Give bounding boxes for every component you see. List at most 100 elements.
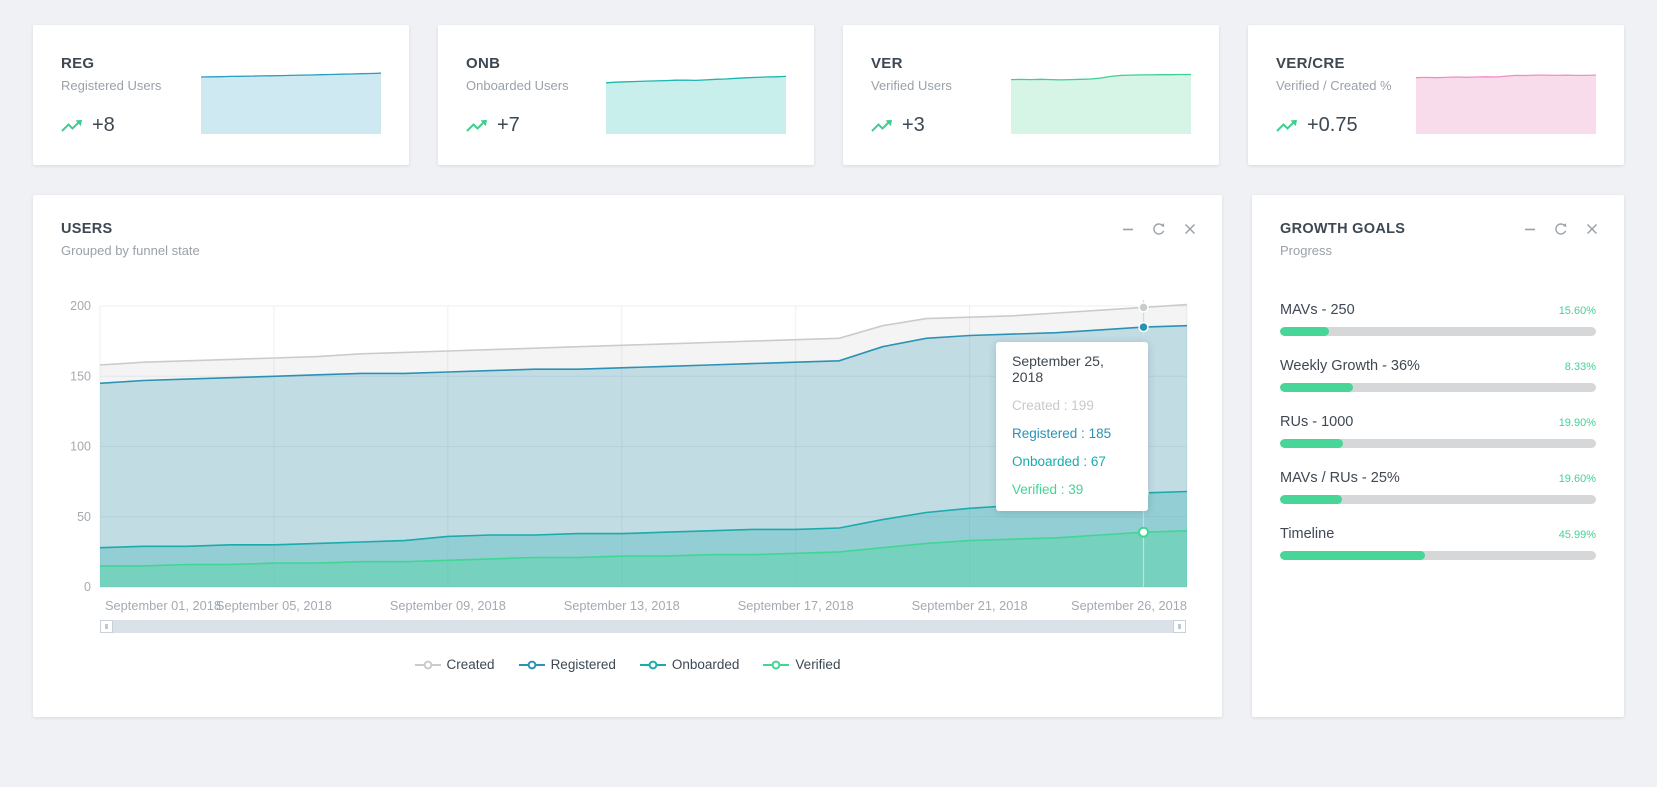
stat-card-text: VER Verified Users +3 bbox=[871, 55, 952, 165]
svg-text:0: 0 bbox=[84, 580, 91, 594]
svg-text:September 01, 2018: September 01, 2018 bbox=[105, 598, 221, 613]
goal-label: RUs - 1000 bbox=[1280, 414, 1354, 430]
stat-card-registered: REG Registered Users +8 bbox=[33, 25, 409, 165]
growth-goals-title: GROWTH GOALS bbox=[1280, 221, 1406, 237]
growth-goals-panel: GROWTH GOALS Progress MAVs - 250 15.60% W… bbox=[1252, 195, 1624, 717]
svg-text:200: 200 bbox=[70, 299, 91, 313]
svg-text:September 09, 2018: September 09, 2018 bbox=[390, 598, 506, 613]
scrollbar-left-handle[interactable] bbox=[100, 620, 113, 633]
goal-percent: 15.60% bbox=[1558, 305, 1596, 317]
stat-card-verified-created: VER/CRE Verified / Created % +0.75 bbox=[1248, 25, 1624, 165]
stat-cards-row: REG Registered Users +8 ONB Onboarded Us… bbox=[0, 0, 1657, 165]
stat-card-delta-value: +0.75 bbox=[1307, 114, 1358, 136]
stat-card-text: ONB Onboarded Users +7 bbox=[466, 55, 569, 165]
legend-marker-icon bbox=[414, 660, 441, 669]
stat-card-code: VER bbox=[871, 55, 903, 72]
legend-item-verified[interactable]: Verified bbox=[763, 657, 840, 672]
chart-range-scrollbar[interactable] bbox=[100, 620, 1186, 633]
chart-legend: Created Registered Onboarded Verified bbox=[61, 657, 1194, 672]
svg-text:100: 100 bbox=[70, 440, 91, 454]
stat-card-delta-value: +3 bbox=[902, 114, 925, 136]
goal-progress-fill bbox=[1280, 551, 1426, 560]
goal-progress-fill bbox=[1280, 383, 1353, 392]
stat-card-code: REG bbox=[61, 55, 95, 72]
stat-card-delta-value: +7 bbox=[497, 114, 520, 136]
legend-label: Created bbox=[446, 657, 495, 672]
stat-card-verified: VER Verified Users +3 bbox=[843, 25, 1219, 165]
goal-progressbar bbox=[1280, 383, 1596, 392]
minimize-icon[interactable] bbox=[1522, 221, 1538, 237]
goal-progressbar bbox=[1280, 327, 1596, 336]
trend-up-icon bbox=[1276, 119, 1297, 132]
goal-percent: 19.90% bbox=[1558, 417, 1596, 429]
chart-tooltip: September 25, 2018 Created : 199 Registe… bbox=[996, 342, 1148, 511]
stat-card-subtitle: Verified / Created % bbox=[1276, 78, 1392, 93]
legend-label: Verified bbox=[795, 657, 841, 672]
growth-goals-controls bbox=[1522, 221, 1600, 237]
sparkline-registered bbox=[201, 72, 381, 134]
sparkline-verified-created bbox=[1416, 74, 1596, 134]
refresh-icon[interactable] bbox=[1553, 221, 1569, 237]
scrollbar-right-handle[interactable] bbox=[1173, 620, 1186, 633]
goal-label: Weekly Growth - 36% bbox=[1280, 358, 1420, 374]
users-panel-title: USERS bbox=[61, 221, 113, 237]
goals-list: MAVs - 250 15.60% Weekly Growth - 36% 8.33… bbox=[1280, 302, 1596, 560]
trend-up-icon bbox=[61, 119, 82, 132]
legend-label: Onboarded bbox=[671, 657, 740, 672]
sparkline-onboarded bbox=[606, 75, 786, 134]
stat-card-code: ONB bbox=[466, 55, 501, 72]
close-icon[interactable] bbox=[1182, 221, 1198, 237]
svg-text:September 17, 2018: September 17, 2018 bbox=[738, 598, 854, 613]
svg-text:September 26, 2018: September 26, 2018 bbox=[1071, 598, 1187, 613]
stat-card-text: VER/CRE Verified / Created % +0.75 bbox=[1276, 55, 1392, 165]
users-chart: 0 50 100 150 200 September 01, 2018 September … bbox=[61, 298, 1194, 614]
goal-item-mavs-rus: MAVs / RUs - 25% 19.60% bbox=[1280, 470, 1596, 504]
stat-card-delta: +3 bbox=[871, 114, 952, 137]
legend-item-registered[interactable]: Registered bbox=[518, 657, 616, 672]
tooltip-row-registered: Registered : 185 bbox=[1012, 426, 1112, 441]
legend-marker-icon bbox=[639, 660, 666, 669]
svg-text:September 05, 2018: September 05, 2018 bbox=[216, 598, 332, 613]
stat-card-code: VER/CRE bbox=[1276, 55, 1345, 72]
tooltip-row-created: Created : 199 bbox=[1012, 398, 1094, 413]
close-icon[interactable] bbox=[1584, 221, 1600, 237]
growth-goals-subtitle: Progress bbox=[1280, 243, 1333, 258]
stat-card-delta: +8 bbox=[61, 114, 161, 137]
stat-card-delta-value: +8 bbox=[92, 114, 115, 136]
stat-card-delta: +0.75 bbox=[1276, 114, 1392, 137]
goal-progress-fill bbox=[1280, 327, 1330, 336]
tooltip-date: September 25, 2018 bbox=[1012, 353, 1104, 385]
tooltip-row-verified: Verified : 39 bbox=[1012, 482, 1084, 497]
legend-item-onboarded[interactable]: Onboarded bbox=[639, 657, 740, 672]
goal-item-mavs: MAVs - 250 15.60% bbox=[1280, 302, 1596, 336]
svg-text:September 13, 2018: September 13, 2018 bbox=[564, 598, 680, 613]
growth-goals-header: GROWTH GOALS Progress bbox=[1280, 221, 1596, 258]
users-panel-header: USERS Grouped by funnel state bbox=[61, 221, 1194, 258]
refresh-icon[interactable] bbox=[1151, 221, 1167, 237]
svg-text:50: 50 bbox=[77, 510, 91, 524]
goal-percent: 19.60% bbox=[1558, 473, 1596, 485]
goal-item-weekly-growth: Weekly Growth - 36% 8.33% bbox=[1280, 358, 1596, 392]
trend-up-icon bbox=[871, 119, 892, 132]
goal-label: MAVs / RUs - 25% bbox=[1280, 470, 1400, 486]
goal-progressbar bbox=[1280, 495, 1596, 504]
main-row: USERS Grouped by funnel state 0 50 100 150 2… bbox=[0, 165, 1657, 717]
legend-marker-icon bbox=[763, 660, 790, 669]
svg-text:September 21, 2018: September 21, 2018 bbox=[912, 598, 1028, 613]
stat-card-text: REG Registered Users +8 bbox=[61, 55, 161, 165]
goal-label: Timeline bbox=[1280, 526, 1335, 542]
stat-card-onboarded: ONB Onboarded Users +7 bbox=[438, 25, 814, 165]
users-panel-controls bbox=[1120, 221, 1198, 237]
sparkline-verified bbox=[1011, 73, 1191, 134]
tooltip-row-onboarded: Onboarded : 67 bbox=[1012, 454, 1106, 469]
legend-item-created[interactable]: Created bbox=[414, 657, 495, 672]
stat-card-subtitle: Onboarded Users bbox=[466, 78, 569, 93]
legend-marker-icon bbox=[518, 660, 545, 669]
trend-up-icon bbox=[466, 119, 487, 132]
minimize-icon[interactable] bbox=[1120, 221, 1136, 237]
goal-item-rus: RUs - 1000 19.90% bbox=[1280, 414, 1596, 448]
goal-progressbar bbox=[1280, 551, 1596, 560]
goal-percent: 8.33% bbox=[1564, 361, 1596, 373]
goal-item-timeline: Timeline 45.99% bbox=[1280, 526, 1596, 560]
